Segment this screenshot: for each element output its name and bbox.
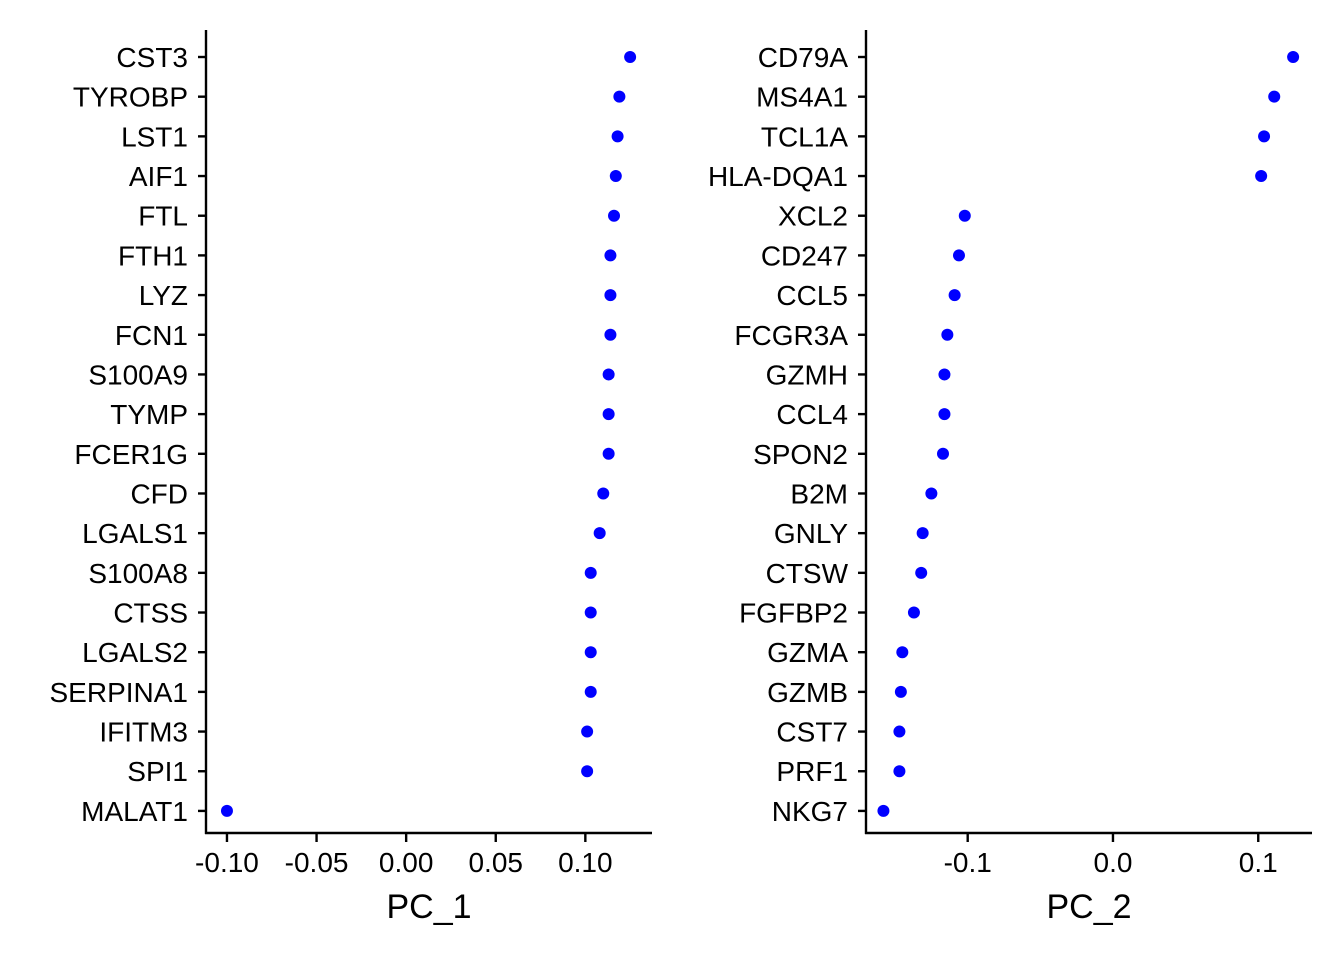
ticks: CST3 TYROBP LST1 AIF1 FTL FTH1 LYZ FCN1 S100A9 TY… (50, 42, 613, 878)
data-point (941, 328, 954, 341)
y-tick-label: CD79A (758, 42, 849, 73)
y-tick-label: TYMP (110, 399, 188, 430)
data-point (893, 725, 906, 738)
y-tick-label: GZMH (766, 359, 848, 390)
data-point (584, 566, 597, 579)
y-tick-label: FGFBP2 (739, 598, 848, 629)
y-tick-label: CTSW (766, 558, 849, 589)
y-tick-label: B2M (790, 478, 848, 509)
y-tick-label: S100A9 (88, 359, 188, 390)
y-tick-label: CCL5 (776, 280, 848, 311)
data-point (604, 328, 617, 341)
x-tick-label: -0.1 (944, 847, 992, 878)
panel-pc1: CST3 TYROBP LST1 AIF1 FTL FTH1 LYZ FCN1 S100A9 TY… (50, 30, 652, 926)
y-tick-label: LST1 (121, 121, 188, 152)
data-point (877, 804, 890, 817)
y-tick-label: LGALS2 (82, 637, 188, 668)
data-point (948, 289, 961, 302)
y-tick-label: IFITM3 (99, 717, 188, 748)
data-point (593, 527, 606, 540)
data-point (1268, 90, 1281, 103)
y-tick-label: MS4A1 (756, 82, 848, 113)
y-tick-label: AIF1 (129, 161, 188, 192)
y-tick-label: GNLY (774, 518, 848, 549)
y-tick-label: MALAT1 (81, 796, 188, 827)
x-tick-label: 0.05 (468, 847, 523, 878)
points (877, 51, 1300, 817)
data-point (1287, 51, 1300, 63)
data-point (584, 646, 597, 659)
data-point (894, 685, 907, 698)
data-point (602, 368, 615, 381)
x-tick-label: -0.05 (285, 847, 349, 878)
y-tick-label: TCL1A (761, 121, 848, 152)
ticks: CD79A MS4A1 TCL1A HLA-DQA1 XCL2 CD247 CCL5 FCGR… (708, 42, 1278, 878)
data-point (597, 487, 610, 500)
data-point (613, 90, 626, 103)
data-point (936, 447, 949, 460)
y-tick-label: CST3 (116, 42, 188, 73)
y-tick-label: PRF1 (776, 756, 848, 787)
y-tick-label: FCN1 (115, 320, 188, 351)
data-point (220, 804, 233, 817)
y-tick-label: FCGR3A (734, 320, 848, 351)
y-tick-label: CFD (130, 478, 188, 509)
y-tick-label: FTL (138, 201, 188, 232)
data-point (624, 51, 637, 63)
data-point (925, 487, 938, 500)
data-point (1255, 170, 1268, 183)
x-tick-label: -0.10 (195, 847, 259, 878)
data-point (915, 566, 928, 579)
points (220, 51, 637, 817)
data-point (604, 249, 617, 262)
y-tick-label: LYZ (139, 280, 188, 311)
y-tick-label: SPON2 (753, 439, 848, 470)
data-point (602, 408, 615, 421)
y-tick-label: CCL4 (776, 399, 848, 430)
y-tick-label: NKG7 (772, 796, 848, 827)
data-point (938, 368, 951, 381)
y-tick-label: TYROBP (73, 82, 188, 113)
y-tick-label: CD247 (761, 240, 848, 271)
data-point (581, 765, 594, 778)
y-tick-label: FCER1G (74, 439, 188, 470)
panel-pc2: CD79A MS4A1 TCL1A HLA-DQA1 XCL2 CD247 CCL5 FCGR… (708, 30, 1312, 926)
data-point (581, 725, 594, 738)
x-tick-label: 0.0 (1094, 847, 1133, 878)
x-tick-label: 0.10 (558, 847, 613, 878)
data-point (609, 170, 622, 183)
x-axis-title: PC_1 (386, 888, 471, 926)
data-point (916, 527, 929, 540)
y-tick-label: LGALS1 (82, 518, 188, 549)
data-point (584, 685, 597, 698)
y-tick-label: HLA-DQA1 (708, 161, 848, 192)
y-tick-label: GZMA (767, 637, 848, 668)
data-point (893, 765, 906, 778)
data-point (602, 447, 615, 460)
data-point (958, 209, 971, 222)
data-point (952, 249, 965, 262)
data-point (907, 606, 920, 619)
x-tick-label: 0.1 (1239, 847, 1278, 878)
data-point (608, 209, 621, 222)
y-tick-label: S100A8 (88, 558, 188, 589)
y-tick-label: FTH1 (118, 240, 188, 271)
y-tick-label: XCL2 (778, 201, 848, 232)
data-point (896, 646, 909, 659)
x-axis-title: PC_2 (1046, 888, 1131, 926)
y-tick-label: SERPINA1 (50, 677, 189, 708)
data-point (611, 130, 624, 143)
data-point (604, 289, 617, 302)
data-point (1258, 130, 1271, 143)
y-tick-label: CTSS (113, 598, 188, 629)
y-tick-label: CST7 (776, 717, 848, 748)
y-tick-label: GZMB (767, 677, 848, 708)
data-point (584, 606, 597, 619)
data-point (938, 408, 951, 421)
x-tick-label: 0.00 (379, 847, 434, 878)
y-tick-label: SPI1 (127, 756, 188, 787)
